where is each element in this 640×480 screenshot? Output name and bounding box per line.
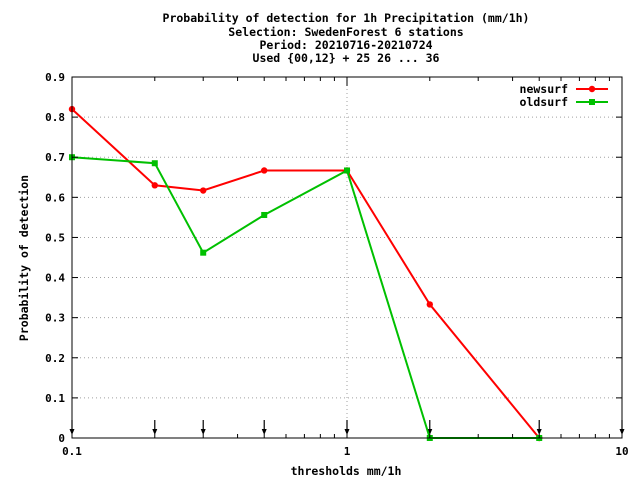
- y-tick-label: 0.2: [45, 352, 65, 365]
- data-point-newsurf: [261, 167, 268, 174]
- data-point-oldsurf: [261, 211, 268, 218]
- threshold-marker-arrow: [427, 429, 433, 435]
- y-tick-label: 0.1: [45, 392, 65, 405]
- series-newsurf: [68, 105, 543, 442]
- y-tick-label: 0.8: [45, 111, 65, 124]
- series-line-oldsurf: [71, 156, 540, 439]
- data-point-oldsurf: [200, 249, 207, 256]
- data-point-newsurf: [426, 301, 433, 308]
- data-point-newsurf: [151, 182, 158, 189]
- title-line-4: Used {00,12} + 25 26 ... 36: [253, 51, 440, 65]
- threshold-marker-arrow: [200, 429, 206, 435]
- data-point-oldsurf: [344, 167, 350, 174]
- y-tick-label: 0.4: [45, 272, 65, 285]
- legend-label-oldsurf: oldsurf: [520, 95, 569, 109]
- x-tick-label: 10: [615, 445, 628, 458]
- title-line-3: Period: 20210716-20210724: [259, 38, 432, 52]
- legend-marker-oldsurf: [589, 99, 595, 105]
- y-tick-label: 0.9: [45, 71, 65, 84]
- y-tick-label: 0.3: [45, 312, 65, 325]
- legend-marker-newsurf: [588, 85, 596, 93]
- legend-label-newsurf: newsurf: [520, 82, 569, 96]
- data-point-oldsurf: [151, 160, 158, 167]
- threshold-marker-arrow: [536, 429, 542, 435]
- title-line-1: Probability of detection for 1h Precipit…: [163, 11, 530, 25]
- y-tick-label: 0: [58, 432, 65, 445]
- series-oldsurf: [69, 154, 543, 441]
- y-tick-label: 0.6: [45, 191, 65, 204]
- title-line-2: Selection: SwedenForest 6 stations: [228, 25, 463, 39]
- y-tick-label: 0.5: [45, 231, 65, 244]
- x-axis: 0.1 1 10: [62, 77, 629, 458]
- x-axis-label: thresholds mm/1h: [291, 464, 402, 478]
- grid-lines: [72, 77, 622, 438]
- data-point-newsurf: [200, 187, 207, 194]
- y-axis: 0 0.1 0.2 0.3 0.4 0.5 0.6 0.7 0.8 0.9: [45, 71, 622, 445]
- series-group: [68, 105, 543, 442]
- x-tick-label: 0.1: [62, 445, 82, 458]
- threshold-marker-arrow: [152, 429, 158, 435]
- chart-title: Probability of detection for 1h Precipit…: [163, 11, 530, 65]
- x-tick-label: 1: [344, 445, 351, 458]
- y-tick-label: 0.7: [45, 151, 65, 164]
- series-line-newsurf: [71, 108, 540, 439]
- y-axis-label: Probability of detection: [17, 175, 31, 341]
- threshold-marker-arrow: [261, 429, 267, 435]
